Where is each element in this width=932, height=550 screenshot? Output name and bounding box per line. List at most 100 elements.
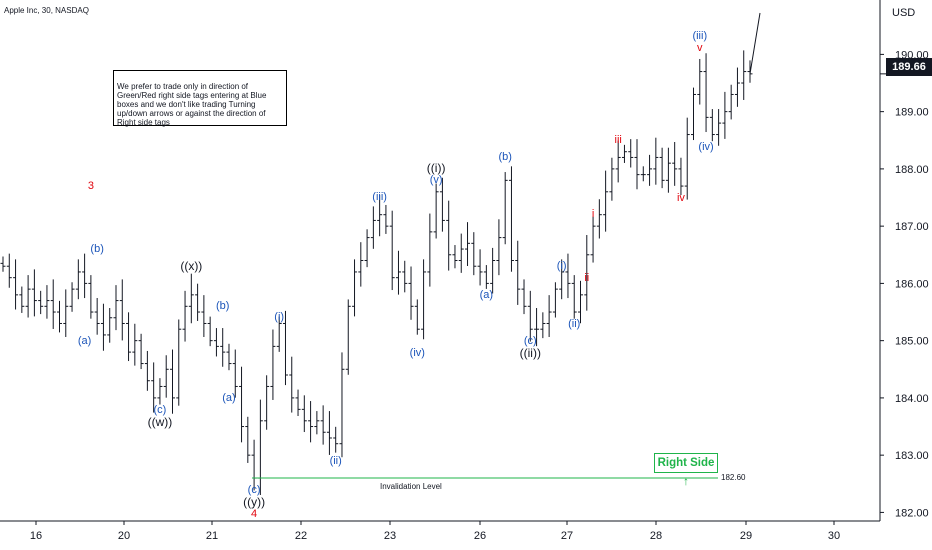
wave-label: ii	[584, 272, 590, 285]
wave-label: 4	[251, 508, 258, 521]
x-tick-label: 16	[30, 530, 42, 542]
y-tick-label: 184.00	[895, 393, 929, 405]
ohlc-bar	[339, 352, 345, 458]
wave-label: 3	[87, 179, 94, 192]
ohlc-bar	[239, 366, 245, 443]
ohlc-bar	[195, 283, 201, 321]
ohlc-bar	[50, 279, 56, 329]
ohlc-bar	[138, 333, 144, 370]
wave-label: (a)	[222, 392, 236, 405]
ohlc-bar	[56, 300, 62, 333]
ohlc-bar	[647, 154, 653, 186]
ohlc-bar	[578, 280, 584, 324]
ohlc-bar	[82, 253, 88, 299]
ohlc-bar	[546, 295, 552, 337]
wave-label: (a)	[77, 335, 92, 348]
ohlc-bar	[672, 141, 678, 186]
wave-label: (ii)	[329, 455, 342, 468]
ohlc-bar	[31, 269, 37, 317]
ohlc-bar	[490, 247, 496, 294]
wave-label: (a)	[479, 289, 494, 302]
ohlc-bar	[6, 253, 12, 288]
wave-label: iii	[614, 133, 622, 146]
ohlc-bar	[395, 250, 401, 295]
wave-label: (iii)	[692, 30, 708, 43]
y-tick-label: 186.00	[895, 278, 929, 290]
ohlc-bar	[163, 355, 169, 398]
ohlc-bar	[257, 399, 263, 496]
ohlc-bar	[38, 290, 44, 315]
ohlc-bar	[326, 411, 332, 455]
ohlc-bar	[483, 265, 489, 289]
wave-label: ((x))	[180, 258, 203, 273]
ohlc-bar	[521, 279, 527, 315]
wave-label: ((ii))	[519, 346, 541, 361]
ohlc-bar	[289, 356, 295, 413]
ohlc-bar	[691, 87, 697, 141]
wave-label: ((w))	[147, 414, 173, 429]
ohlc-bar	[213, 328, 219, 357]
ohlc-bar	[665, 147, 671, 193]
ohlc-bar	[584, 235, 590, 311]
ohlc-bar	[182, 290, 188, 342]
ohlc-bar	[603, 170, 609, 232]
wave-label: (v)	[429, 173, 443, 186]
wave-label: (b)	[215, 299, 230, 312]
wave-label: (iv)	[698, 140, 714, 153]
ohlc-bar	[176, 319, 182, 406]
x-tick-label: 23	[384, 530, 396, 542]
ohlc-bar	[113, 285, 119, 331]
x-tick-label: 22	[295, 530, 307, 542]
ohlc-bar	[502, 172, 508, 245]
ohlc-bar	[678, 157, 684, 196]
x-tick-label: 27	[561, 530, 573, 542]
ohlc-bar	[69, 282, 75, 312]
ohlc-bar	[264, 375, 270, 430]
ohlc-bar	[596, 199, 602, 239]
x-tick-label: 29	[740, 530, 752, 542]
ohlc-bar	[207, 316, 213, 347]
ohlc-bar	[157, 378, 163, 405]
trading-note: We prefer to trade only in direction of …	[113, 70, 287, 127]
ohlc-bar	[276, 316, 282, 352]
arrow-up-icon: ↑	[683, 476, 689, 488]
ohlc-bar	[308, 401, 314, 443]
ohlc-bar	[107, 308, 113, 343]
ohlc-bar	[471, 232, 477, 276]
ohlc-bar	[75, 259, 81, 300]
ohlc-bar	[389, 210, 395, 291]
right-side-label: Right Side	[657, 457, 715, 469]
ohlc-bar	[508, 166, 514, 272]
ohlc-bar	[534, 308, 540, 347]
x-tick-label: 21	[206, 530, 218, 542]
ohlc-bar	[370, 206, 376, 249]
ohlc-bar	[571, 275, 577, 319]
ohlc-bar	[659, 147, 665, 189]
ohlc-bar	[722, 91, 728, 139]
ohlc-bar	[408, 266, 414, 320]
ohlc-bar	[333, 426, 339, 453]
y-tick-label: 183.00	[895, 450, 929, 462]
wave-label: (c)	[523, 335, 537, 348]
ohlc-bar	[232, 349, 238, 398]
ohlc-bar	[421, 259, 427, 340]
right-side-tag: Right Side ↑	[654, 453, 718, 488]
ohlc-bar	[19, 286, 25, 313]
x-tick-label: 20	[118, 530, 130, 542]
wave-label: (iv)	[409, 346, 425, 359]
ohlc-bar	[251, 439, 257, 491]
wave-label: iv	[676, 192, 685, 205]
ohlc-bar	[559, 259, 565, 300]
ohlc-bar	[465, 222, 471, 266]
last-price-tag: 189.66	[886, 58, 932, 76]
ohlc-bar	[352, 259, 358, 317]
ohlc-bar	[728, 84, 734, 120]
ohlc-bar	[301, 395, 307, 433]
wave-label: ((i))	[426, 160, 446, 175]
ohlc-bar	[496, 219, 502, 276]
ohlc-bar	[0, 256, 6, 272]
ohlc-bar	[634, 139, 640, 190]
ohlc-bar	[25, 275, 31, 318]
ohlc-bar	[226, 343, 232, 371]
